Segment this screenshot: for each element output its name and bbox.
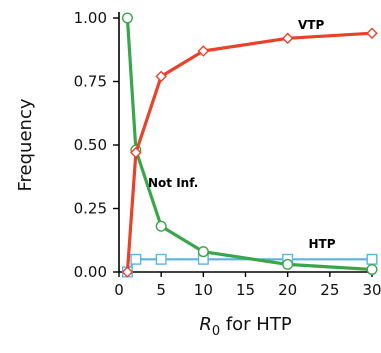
x-tick-label: 5 — [156, 281, 166, 299]
y-axis-title: Frequency — [15, 98, 36, 191]
data-point — [366, 253, 378, 265]
data-point — [130, 253, 142, 265]
data-point — [282, 258, 294, 270]
x-tick-label: 10 — [194, 281, 213, 299]
y-tick-label: 0.50 — [74, 136, 107, 154]
data-point — [197, 246, 209, 258]
series-label: VTP — [298, 18, 324, 32]
y-tick-label: 1.00 — [74, 9, 107, 27]
series-layer — [121, 12, 378, 278]
series-line — [125, 31, 374, 274]
data-point — [281, 32, 294, 45]
data-point — [366, 27, 378, 40]
series-line — [125, 16, 374, 272]
data-point — [155, 70, 167, 83]
x-tick-label: 20 — [278, 281, 297, 299]
x-axis-title-italic: R — [199, 314, 212, 335]
x-axis-title-subscript: 0 — [212, 324, 220, 339]
series-not-inf — [121, 12, 378, 275]
data-point — [130, 146, 142, 159]
axes: 0 5 10 15 20 25 30 0.00 0.25 0.50 0.75 1.00 Frequenc… — [15, 9, 381, 339]
y-tick-label: 0.25 — [74, 200, 107, 218]
series-vtp — [121, 27, 378, 278]
y-tick-label: 0.75 — [74, 73, 107, 91]
data-point — [121, 12, 133, 24]
x-axis-title: R0 for HTP — [199, 314, 292, 339]
x-axis-title-rest: for HTP — [220, 314, 292, 335]
data-point — [155, 253, 167, 265]
data-point — [197, 45, 210, 57]
series-label: Not Inf. — [148, 176, 198, 190]
labels-layer: VTP Not Inf. HTP — [148, 18, 336, 251]
y-tick-label: 0.00 — [74, 263, 107, 281]
data-point — [121, 266, 134, 278]
x-tick-label: 0 — [114, 281, 124, 299]
x-tick-label: 25 — [320, 281, 339, 299]
x-tick-label: 15 — [236, 281, 255, 299]
series-label: HTP — [308, 237, 335, 251]
data-point — [155, 220, 167, 232]
x-tick-label: 30 — [362, 281, 381, 299]
data-point — [366, 263, 378, 275]
